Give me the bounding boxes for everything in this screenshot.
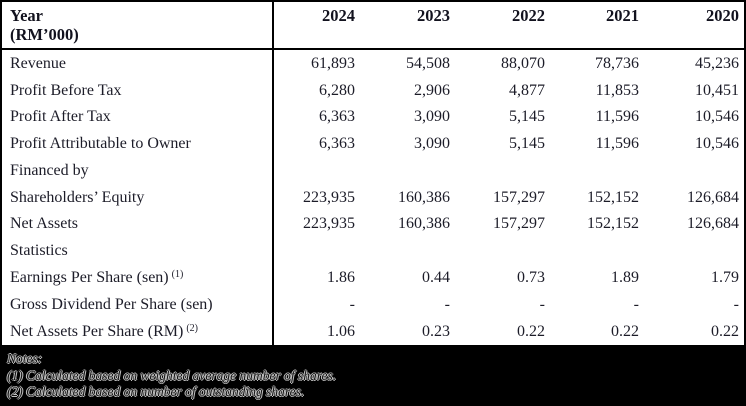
value-cell: 0.44	[422, 268, 450, 286]
value-cell: 3,090	[414, 135, 450, 153]
row-label: Net Assets	[2, 211, 274, 238]
table-row: Gross Dividend Per Share (sen) - - - - -	[2, 291, 744, 319]
value-cell: 88,070	[501, 54, 545, 72]
value-cell	[368, 238, 463, 265]
value-cell: 1.86	[327, 268, 355, 286]
value-cell: 61,893	[311, 54, 355, 72]
table-row: Profit Attributable to Owner 6,363 3,090 5,…	[2, 130, 744, 158]
value-cell: 6,280	[319, 81, 355, 99]
value-cell	[652, 238, 744, 265]
value-cell	[463, 238, 558, 265]
value-cell: 157,297	[493, 188, 545, 206]
value-cell	[273, 238, 368, 265]
row-label: Earnings Per Share (sen) (1)	[2, 264, 274, 292]
note-item: (1) Calculated based on weighted average…	[7, 367, 337, 383]
financial-table-sheet: Year (RM’000) 2024 2023 2022 2021 2020 Reven…	[2, 2, 744, 345]
value-cell: 126,684	[687, 215, 739, 233]
notes-list: (1) Calculated based on weighted average…	[7, 368, 742, 401]
table-row: Financed by	[2, 157, 744, 185]
value-cell: 45,236	[695, 54, 739, 72]
value-cell: -	[539, 295, 545, 313]
note-item: (2) Calculated based on number of outsta…	[7, 384, 305, 399]
table-row: Revenue 61,893 54,508 88,070 78,736 45,236	[2, 50, 744, 78]
value-cell: 0.73	[517, 268, 545, 286]
header-row: Year (RM’000) 2024 2023 2022 2021 2020	[2, 2, 744, 50]
value-cell: 11,853	[595, 81, 639, 99]
row-label: Revenue	[2, 50, 274, 78]
value-cell: 157,297	[493, 215, 545, 233]
value-cell: 5,145	[509, 108, 545, 126]
value-cell: 3,090	[414, 108, 450, 126]
value-cell: 0.22	[517, 322, 545, 340]
table-row: Profit After Tax 6,363 3,090 5,145 11,596 10,…	[2, 103, 744, 131]
value-cell: 2,906	[414, 81, 450, 99]
value-cell	[652, 157, 744, 184]
table-row: Profit Before Tax 6,280 2,906 4,877 11,853 10…	[2, 77, 744, 104]
value-cell	[558, 238, 652, 265]
row-label: Net Assets Per Share (RM) (2)	[2, 318, 274, 345]
table-row: Net Assets 223,935 160,386 157,297 152,152 12…	[2, 211, 744, 238]
value-cell: 1.06	[327, 322, 355, 340]
value-cell: 6,363	[319, 135, 355, 153]
value-cell: 152,152	[587, 188, 639, 206]
five-year-financial-table: Year (RM’000) 2024 2023 2022 2021 2020 Reven…	[2, 2, 744, 345]
spacer-cell	[2, 49, 274, 51]
value-cell: -	[444, 295, 450, 313]
footnote-reference: (2)	[186, 322, 198, 334]
year-header-label: Year	[10, 6, 43, 25]
value-cell: -	[733, 295, 739, 313]
value-cell: 11,596	[595, 108, 639, 126]
units-header-label: (RM’000)	[10, 25, 79, 44]
notes-title: Notes:	[7, 351, 43, 366]
row-label: Profit After Tax	[2, 103, 274, 131]
notes-section: Notes: (1) Calculated based on weighted …	[7, 351, 742, 401]
row-label: Profit Before Tax	[2, 77, 274, 104]
value-cell: 10,546	[695, 135, 739, 153]
year-column-header: 2023	[368, 2, 463, 50]
value-cell: 4,877	[509, 81, 545, 99]
value-cell: 160,386	[398, 188, 450, 206]
value-cell: 152,152	[587, 215, 639, 233]
row-label: Gross Dividend Per Share (sen)	[2, 291, 274, 319]
value-cell: 160,386	[398, 215, 450, 233]
row-label: Shareholders’ Equity	[2, 184, 274, 212]
value-cell: 6,363	[319, 108, 355, 126]
footnote-reference: (1)	[171, 268, 184, 280]
value-cell: 223,935	[303, 188, 355, 206]
year-column-header: 2024	[273, 2, 368, 50]
value-cell: -	[349, 295, 355, 313]
year-units-header-cell: Year (RM’000)	[2, 2, 274, 50]
value-cell	[463, 157, 558, 184]
value-cell: 1.89	[611, 268, 639, 286]
row-label: Statistics	[2, 237, 274, 265]
year-column-header: 2022	[463, 2, 558, 50]
row-label: Profit Attributable to Owner	[2, 130, 274, 158]
spacer-row	[2, 49, 744, 51]
table-row: Statistics	[2, 237, 744, 265]
value-cell: 0.23	[422, 322, 450, 340]
value-cell	[368, 157, 463, 184]
value-cell: 126,684	[687, 188, 739, 206]
value-cell	[558, 157, 652, 184]
value-cell: 0.22	[711, 322, 739, 340]
value-cell: 10,451	[695, 81, 739, 99]
table-row: Earnings Per Share (sen) (1) 1.86 0.44 0.73 1…	[2, 264, 744, 292]
value-cell: 1.79	[711, 268, 739, 286]
table-row: Shareholders’ Equity 223,935 160,386 157,29…	[2, 184, 744, 212]
table-row: Net Assets Per Share (RM) (2) 1.06 0.23 0.22…	[2, 318, 744, 345]
value-cell: 54,508	[406, 54, 450, 72]
value-cell: 11,596	[595, 135, 639, 153]
row-label: Financed by	[2, 157, 274, 185]
value-cell: 10,546	[695, 108, 739, 126]
year-column-header: 2020	[652, 2, 744, 50]
value-cell: 78,736	[595, 54, 639, 72]
value-cell: 5,145	[509, 135, 545, 153]
value-cell: 0.22	[611, 322, 639, 340]
value-cell	[273, 157, 368, 184]
value-cell: -	[633, 295, 639, 313]
year-column-header: 2021	[558, 2, 652, 50]
value-cell: 223,935	[303, 215, 355, 233]
